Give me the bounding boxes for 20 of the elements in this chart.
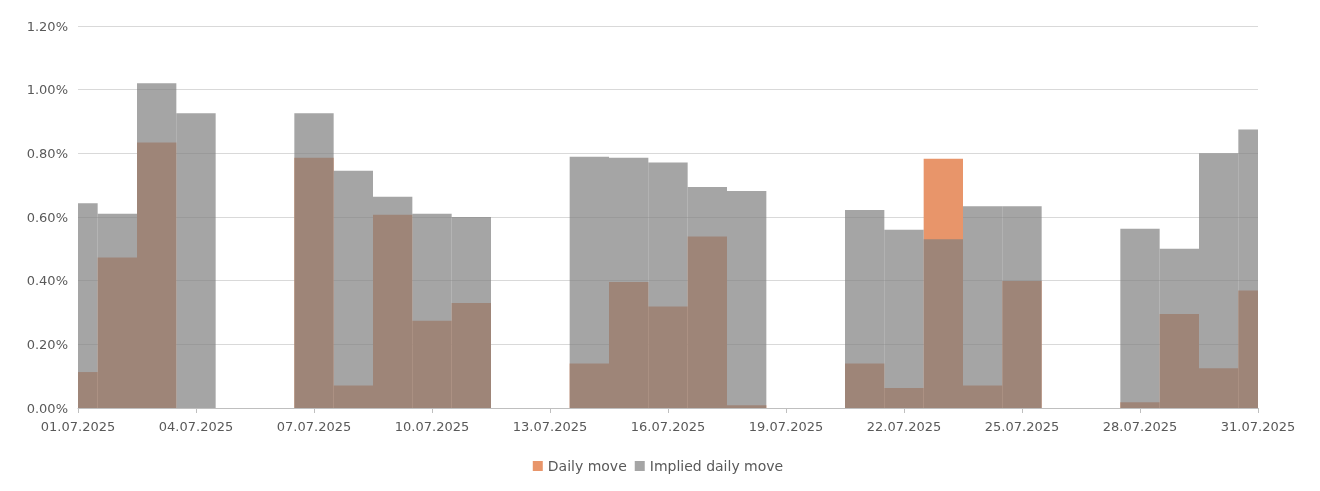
x-tick-label: 04.07.2025: [158, 419, 234, 434]
y-tick-label: 0.00%: [26, 400, 68, 416]
y-tick-label: 1.00%: [26, 82, 68, 98]
x-tick-label: 28.07.2025: [1102, 419, 1178, 434]
x-tick-label: 13.07.2025: [512, 419, 588, 434]
x-tick-label: 01.07.2025: [40, 419, 116, 434]
x-tick-label: 16.07.2025: [630, 419, 706, 434]
legend-label: Implied daily move: [649, 458, 784, 474]
y-tick-label: 0.80%: [26, 145, 68, 161]
x-tick-label: 22.07.2025: [866, 419, 942, 434]
x-tick-label: 07.07.2025: [276, 419, 352, 434]
y-tick-label: 0.60%: [26, 209, 68, 225]
x-tick-label: 19.07.2025: [748, 419, 824, 434]
y-tick-label: 0.20%: [26, 336, 68, 352]
y-tick-label: 1.20%: [26, 18, 68, 34]
x-tick-label: 25.07.2025: [984, 419, 1060, 434]
y-tick-label: 0.40%: [26, 273, 68, 289]
legend-label: Daily move: [547, 458, 627, 474]
x-tick-label: 10.07.2025: [394, 419, 470, 434]
x-tick-label: 31.07.2025: [1220, 419, 1296, 434]
